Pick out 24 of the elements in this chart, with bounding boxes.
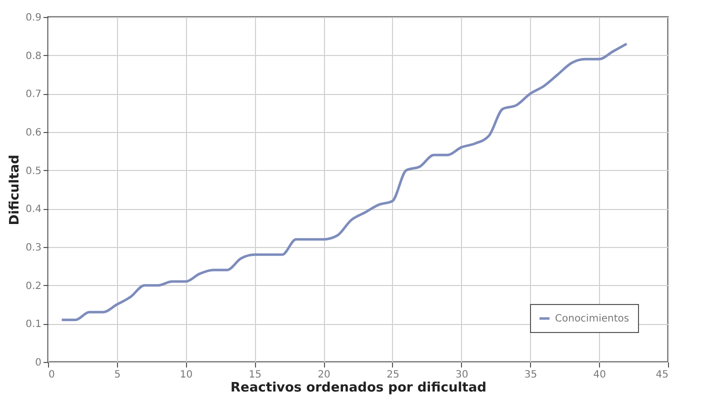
- y-axis-title: Dificultad: [8, 154, 23, 226]
- x-tick-label: 20: [318, 370, 330, 380]
- y-tick-label: 0.5: [26, 166, 42, 177]
- x-tick-label: 0: [48, 370, 55, 380]
- y-tick-label: 0.1: [26, 319, 42, 330]
- x-tick-label: 40: [593, 370, 606, 380]
- legend-label: Conocimientos: [555, 314, 630, 324]
- x-tick-label: 5: [114, 370, 121, 380]
- x-tick-label: 30: [455, 370, 468, 380]
- y-tick-label: 0: [35, 358, 42, 368]
- y-tick-label: 0.6: [26, 128, 42, 138]
- x-tick-label: 25: [386, 370, 400, 380]
- y-tick-label: 0.8: [26, 50, 42, 62]
- x-tick-label: 35: [524, 370, 538, 380]
- y-tick-label: 0.2: [26, 280, 42, 292]
- y-tick-label: 0.7: [26, 89, 42, 100]
- line-series: [60, 42, 628, 322]
- x-axis-title: Reactivos ordenados por dificultad: [230, 380, 486, 396]
- y-tick-label: 0.9: [26, 12, 42, 24]
- x-tick-label: 10: [180, 370, 193, 380]
- y-tick-label: 0.4: [26, 204, 42, 216]
- y-tick-label: 0.3: [26, 242, 42, 254]
- x-tick-label: 15: [248, 370, 262, 380]
- x-tick-label: 45: [656, 370, 668, 380]
